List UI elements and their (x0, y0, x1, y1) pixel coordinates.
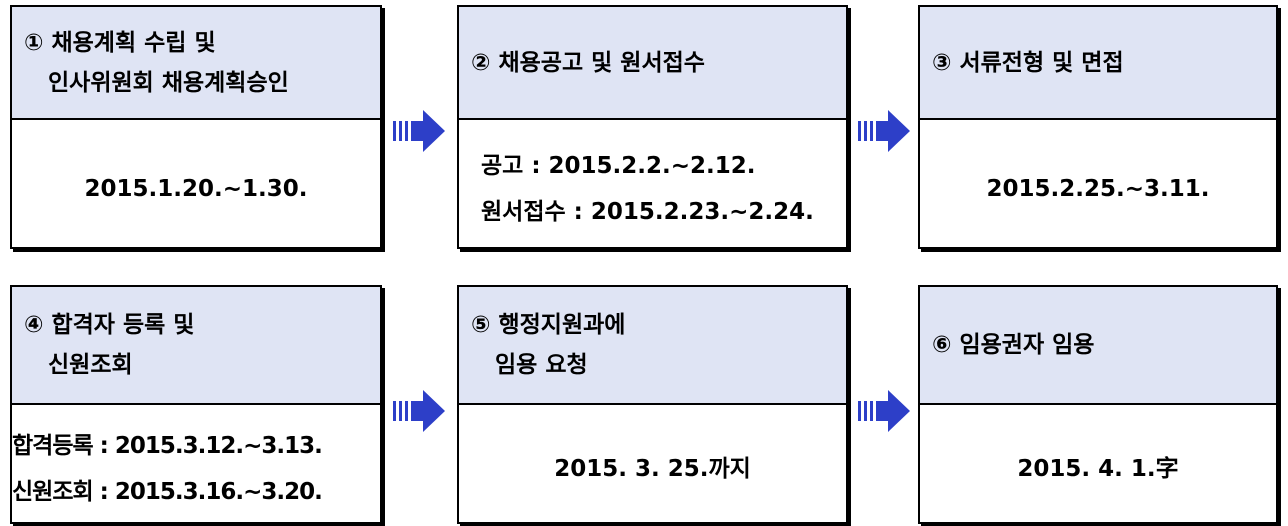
arrow (858, 110, 910, 152)
body-text: 2015. 4. 1.字 (1017, 455, 1179, 482)
body-text: 원서접수 : 2015.2.23.~2.24. (481, 198, 814, 225)
body-text: 2015. 3. 25.까지 (554, 455, 751, 482)
process-box: ⑤ 행정지원과에 임용 요청 2015. 3. 25.까지 (457, 285, 848, 524)
box-header: ③ 서류전형 및 면접 (920, 7, 1276, 120)
box-body: 공고 : 2015.2.2.~2.12. 원서접수 : 2015.2.23.~2.… (459, 120, 846, 247)
header-text: ① 채용계획 수립 및 (24, 29, 216, 56)
body-text: 합격등록 : 2015.3.12.~3.13. (12, 432, 323, 459)
header-text: 인사위원회 채용계획승인 (24, 69, 289, 96)
process-box: ① 채용계획 수립 및 인사위원회 채용계획승인 2015.1.20.~1.30. (10, 5, 382, 249)
arrow (858, 390, 910, 432)
header-text: ③ 서류전형 및 면접 (932, 49, 1124, 76)
body-text: 신원조회 : 2015.3.16.~3.20. (12, 478, 323, 505)
process-box: ⑥ 임용권자 임용 2015. 4. 1.字 (918, 285, 1278, 524)
box-header: ⑥ 임용권자 임용 (920, 287, 1276, 405)
body-text: 2015.2.25.~3.11. (986, 175, 1210, 202)
process-box: ③ 서류전형 및 면접 2015.2.25.~3.11. (918, 5, 1278, 249)
body-text: 2015.1.20.~1.30. (84, 175, 308, 202)
box-body: 2015.1.20.~1.30. (12, 120, 380, 247)
header-text: 임용 요청 (471, 352, 588, 378)
arrow (393, 390, 445, 432)
box-body: 합격등록 : 2015.3.12.~3.13. 신원조회 : 2015.3.16.… (12, 405, 380, 522)
header-text: ② 채용공고 및 원서접수 (471, 49, 705, 76)
box-header: ① 채용계획 수립 및 인사위원회 채용계획승인 (12, 7, 380, 120)
body-text: 공고 : 2015.2.2.~2.12. (481, 152, 756, 179)
box-header: ② 채용공고 및 원서접수 (459, 7, 846, 120)
box-header: ⑤ 행정지원과에 임용 요청 (459, 287, 846, 405)
header-text: ④ 합격자 등록 및 (24, 312, 195, 338)
header-text: 신원조회 (24, 352, 133, 378)
box-body: 2015.2.25.~3.11. (920, 120, 1276, 247)
arrow (393, 110, 445, 152)
header-text: ⑥ 임용권자 임용 (932, 332, 1095, 358)
box-header: ④ 합격자 등록 및 신원조회 (12, 287, 380, 405)
header-text: ⑤ 행정지원과에 (471, 312, 626, 338)
box-body: 2015. 3. 25.까지 (459, 405, 846, 522)
box-body: 2015. 4. 1.字 (920, 405, 1276, 522)
